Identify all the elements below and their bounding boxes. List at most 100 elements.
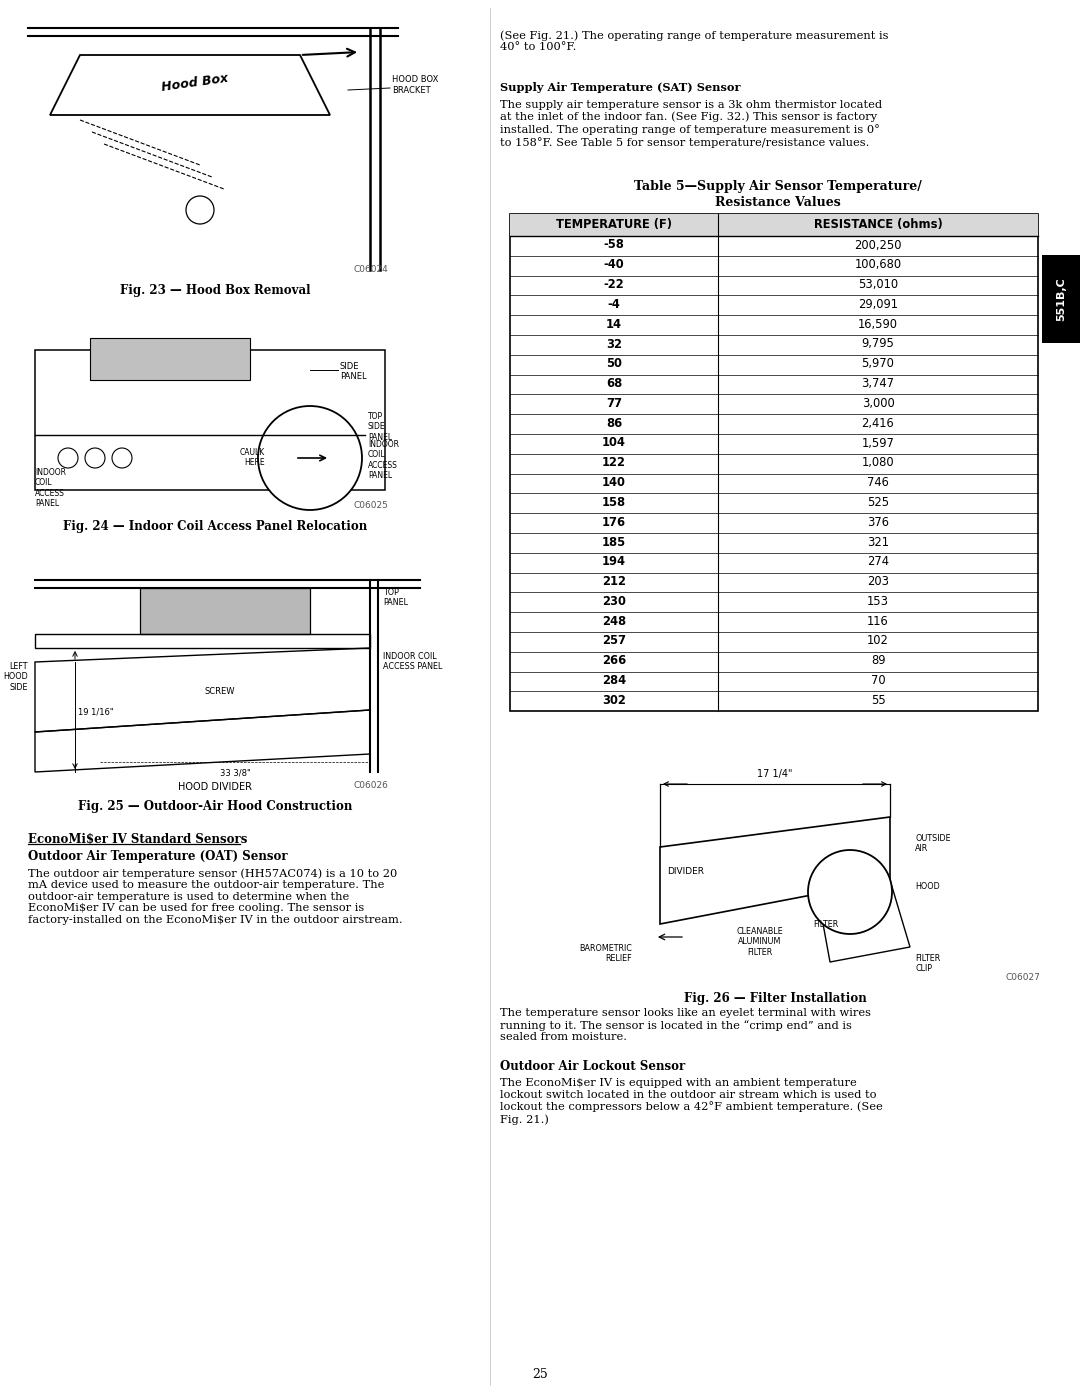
Text: SIDE
PANEL: SIDE PANEL [340, 362, 366, 381]
Text: 29,091: 29,091 [858, 298, 897, 312]
Text: BAROMETRIC
RELIEF: BAROMETRIC RELIEF [579, 944, 632, 964]
Text: 32: 32 [606, 338, 622, 351]
Text: The EconoMi$er IV is equipped with an ambient temperature
lockout switch located: The EconoMi$er IV is equipped with an am… [500, 1078, 882, 1125]
Text: 68: 68 [606, 377, 622, 390]
Text: Outdoor Air Lockout Sensor: Outdoor Air Lockout Sensor [500, 1060, 685, 1073]
Bar [510, 214, 1038, 711]
Text: C06026: C06026 [353, 781, 388, 789]
Text: Resistance Values: Resistance Values [715, 196, 840, 210]
Text: 86: 86 [606, 416, 622, 430]
Text: TEMPERATURE (F): TEMPERATURE (F) [556, 218, 672, 231]
Text: 302: 302 [602, 694, 626, 707]
Text: INDOOR
COIL
ACCESS
PANEL: INDOOR COIL ACCESS PANEL [35, 468, 66, 509]
Bar [1042, 256, 1080, 344]
Text: Hood Box: Hood Box [161, 71, 229, 94]
Bar [35, 351, 384, 490]
Bar [35, 634, 370, 648]
Text: CLEANABLE
ALUMINUM
FILTER: CLEANABLE ALUMINUM FILTER [737, 928, 783, 957]
Text: Fig. 25 — Outdoor-Air Hood Construction: Fig. 25 — Outdoor-Air Hood Construction [78, 800, 352, 813]
Text: 248: 248 [602, 615, 626, 627]
Text: 551B,C: 551B,C [1056, 277, 1066, 321]
Text: SCREW: SCREW [205, 687, 235, 697]
Text: TOP
SIDE
PANEL: TOP SIDE PANEL [368, 412, 392, 441]
Text: 140: 140 [602, 476, 626, 489]
Text: 525: 525 [867, 496, 889, 509]
Text: 257: 257 [602, 634, 626, 647]
Text: 14: 14 [606, 317, 622, 331]
Text: 55: 55 [870, 694, 886, 707]
Text: The outdoor air temperature sensor (HH57AC074) is a 10 to 20
mA device used to m: The outdoor air temperature sensor (HH57… [28, 868, 403, 925]
Text: DIVIDER: DIVIDER [667, 868, 704, 876]
Text: 104: 104 [602, 436, 626, 450]
Text: 376: 376 [867, 515, 889, 528]
Text: INDOOR
COIL
ACCESS
PANEL: INDOOR COIL ACCESS PANEL [368, 440, 399, 481]
Text: 3,747: 3,747 [862, 377, 894, 390]
Text: 153: 153 [867, 595, 889, 608]
Text: INDOOR COIL
ACCESS PANEL: INDOOR COIL ACCESS PANEL [383, 652, 443, 672]
Text: 266: 266 [602, 654, 626, 668]
Bar [90, 338, 249, 380]
Text: 176: 176 [602, 515, 626, 528]
Text: 89: 89 [870, 654, 886, 668]
Text: (See Fig. 21.) The operating range of temperature measurement is
40° to 100°F.: (See Fig. 21.) The operating range of te… [500, 29, 889, 52]
Text: FILTER
CLIP: FILTER CLIP [915, 954, 941, 974]
Text: 53,010: 53,010 [858, 278, 899, 291]
Text: 70: 70 [870, 675, 886, 687]
Text: -40: -40 [604, 258, 624, 271]
Text: 185: 185 [602, 535, 626, 549]
Circle shape [258, 407, 362, 510]
Text: 9,795: 9,795 [862, 338, 894, 351]
Text: 1,597: 1,597 [862, 436, 894, 450]
Text: 158: 158 [602, 496, 626, 509]
Text: 194: 194 [602, 555, 626, 569]
Text: 16,590: 16,590 [858, 317, 897, 331]
Text: 116: 116 [867, 615, 889, 627]
Text: 50: 50 [606, 358, 622, 370]
Text: HOOD DIVIDER: HOOD DIVIDER [178, 782, 252, 792]
Text: -4: -4 [608, 298, 620, 312]
Text: EconoMi$er IV Standard Sensors: EconoMi$er IV Standard Sensors [28, 833, 247, 845]
Text: 230: 230 [602, 595, 626, 608]
Text: 102: 102 [867, 634, 889, 647]
Text: -22: -22 [604, 278, 624, 291]
Text: The temperature sensor looks like an eyelet terminal with wires
running to it. T: The temperature sensor looks like an eye… [500, 1009, 870, 1042]
Text: Fig. 23 — Hood Box Removal: Fig. 23 — Hood Box Removal [120, 284, 310, 298]
Text: HOOD BOX
BRACKET: HOOD BOX BRACKET [392, 75, 438, 95]
Text: HOOD: HOOD [915, 882, 940, 891]
Text: C06027: C06027 [1005, 972, 1040, 982]
Text: 33 3/8": 33 3/8" [219, 768, 251, 778]
Text: 1,080: 1,080 [862, 457, 894, 469]
Text: 284: 284 [602, 675, 626, 687]
Text: Fig. 24 — Indoor Coil Access Panel Relocation: Fig. 24 — Indoor Coil Access Panel Reloc… [63, 520, 367, 534]
Text: 17 1/4": 17 1/4" [757, 768, 793, 780]
Text: 321: 321 [867, 535, 889, 549]
Text: 2,416: 2,416 [862, 416, 894, 430]
Text: CAULK
HERE: CAULK HERE [240, 448, 265, 468]
Text: 3,000: 3,000 [862, 397, 894, 409]
Text: 25: 25 [532, 1368, 548, 1382]
Text: Supply Air Temperature (SAT) Sensor: Supply Air Temperature (SAT) Sensor [500, 82, 741, 94]
Bar [510, 214, 1038, 236]
Text: 19 1/16": 19 1/16" [78, 707, 113, 717]
Text: OUTSIDE
AIR: OUTSIDE AIR [915, 834, 950, 854]
Text: LEFT
HOOD
SIDE: LEFT HOOD SIDE [3, 662, 28, 692]
Text: C06024: C06024 [353, 265, 388, 274]
Text: RESISTANCE (ohms): RESISTANCE (ohms) [813, 218, 943, 231]
Text: 200,250: 200,250 [854, 239, 902, 251]
Circle shape [808, 849, 892, 935]
Text: Outdoor Air Temperature (OAT) Sensor: Outdoor Air Temperature (OAT) Sensor [28, 849, 287, 863]
Text: 746: 746 [867, 476, 889, 489]
Text: TOP
PANEL: TOP PANEL [383, 588, 408, 608]
Text: Fig. 26 — Filter Installation: Fig. 26 — Filter Installation [684, 992, 866, 1004]
Text: -58: -58 [604, 239, 624, 251]
Text: 212: 212 [602, 576, 626, 588]
Text: The supply air temperature sensor is a 3k ohm thermistor located
at the inlet of: The supply air temperature sensor is a 3… [500, 101, 882, 148]
Text: FILTER: FILTER [813, 921, 838, 929]
Text: Table 5—Supply Air Sensor Temperature/: Table 5—Supply Air Sensor Temperature/ [634, 180, 921, 193]
Text: 203: 203 [867, 576, 889, 588]
Text: 5,970: 5,970 [862, 358, 894, 370]
Text: 77: 77 [606, 397, 622, 409]
Text: 122: 122 [602, 457, 626, 469]
Bar [140, 588, 310, 634]
Text: 100,680: 100,680 [854, 258, 902, 271]
